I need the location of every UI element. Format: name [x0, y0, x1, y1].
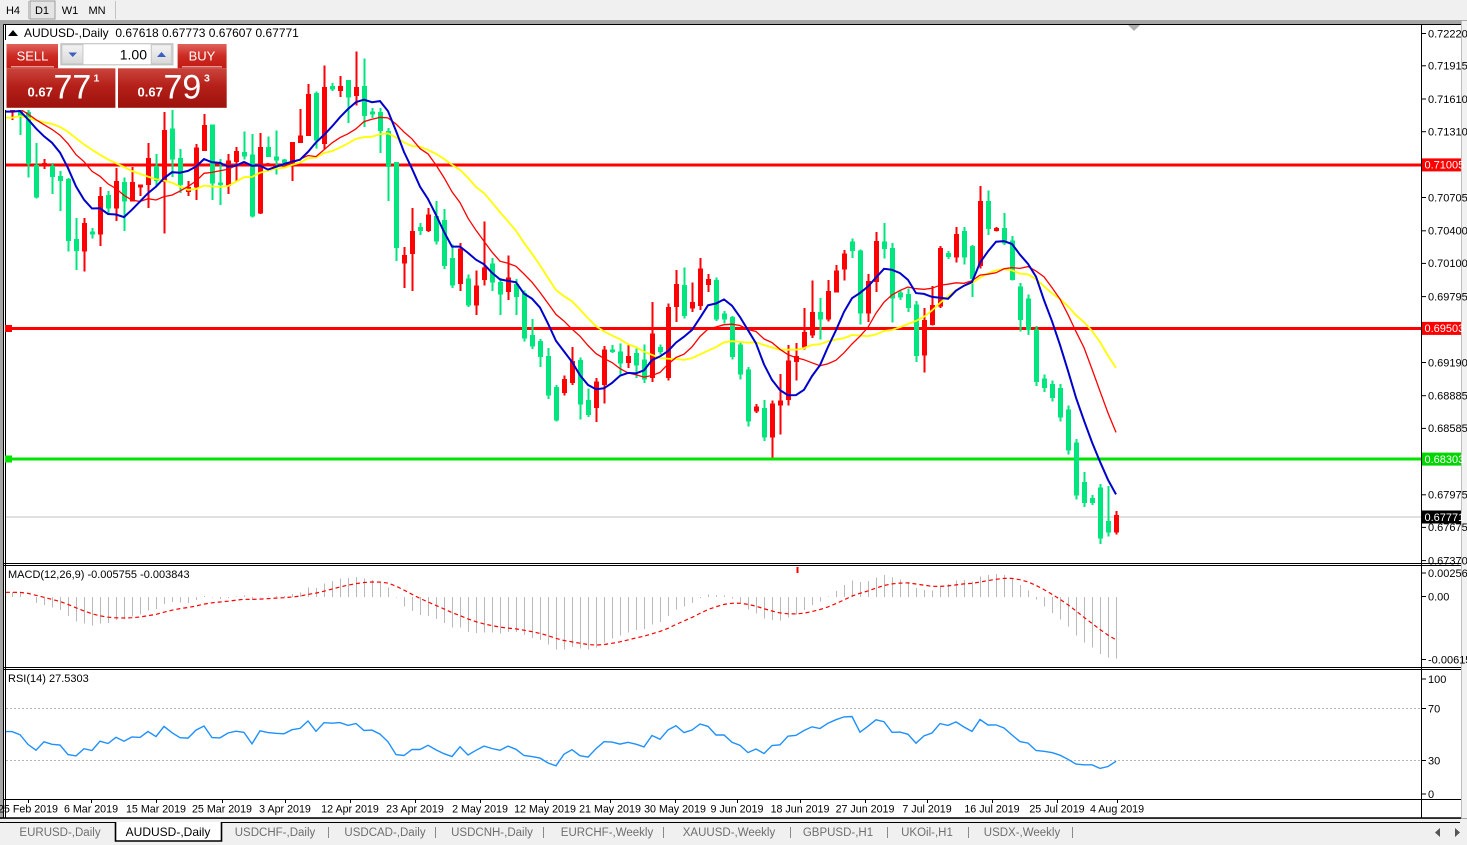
- svg-text:100: 100: [1428, 674, 1446, 686]
- svg-text:0.70705: 0.70705: [1428, 192, 1467, 204]
- svg-text:0.67771: 0.67771: [1425, 512, 1465, 524]
- svg-text:79: 79: [164, 69, 202, 107]
- svg-text:0.68885: 0.68885: [1428, 391, 1467, 403]
- svg-text:1: 1: [94, 73, 100, 85]
- svg-text:0.70400: 0.70400: [1428, 226, 1467, 238]
- svg-text:0.67: 0.67: [28, 85, 53, 100]
- svg-text:0.71915: 0.71915: [1428, 61, 1467, 73]
- svg-text:AUDUSD-,Daily: AUDUSD-,Daily: [126, 825, 211, 839]
- svg-text:27 Jun 2019: 27 Jun 2019: [836, 804, 895, 816]
- svg-text:25 Mar 2019: 25 Mar 2019: [192, 804, 252, 816]
- svg-text:H4: H4: [6, 5, 20, 17]
- svg-text:70: 70: [1428, 703, 1440, 715]
- svg-text:9 Jun 2019: 9 Jun 2019: [711, 804, 764, 816]
- svg-text:USDCHF-,Daily: USDCHF-,Daily: [235, 827, 316, 839]
- svg-text:12 May 2019: 12 May 2019: [514, 804, 576, 816]
- svg-text:UKOil-,H1: UKOil-,H1: [901, 827, 953, 839]
- svg-text:23 Apr 2019: 23 Apr 2019: [386, 804, 444, 816]
- svg-text:BUY: BUY: [189, 49, 216, 64]
- svg-text:77: 77: [54, 69, 92, 107]
- svg-text:USDCAD-,Daily: USDCAD-,Daily: [344, 827, 425, 839]
- svg-text:D1: D1: [35, 5, 49, 17]
- svg-text:AUDUSD-,Daily 0.67618 0.67773: AUDUSD-,Daily 0.67618 0.67773 0.67607 0.…: [24, 26, 299, 40]
- svg-text:EURUSD-,Daily: EURUSD-,Daily: [19, 827, 100, 839]
- svg-text:0.71005: 0.71005: [1425, 160, 1465, 172]
- svg-text:RSI(14) 27.5303: RSI(14) 27.5303: [8, 673, 89, 685]
- svg-text:21 May 2019: 21 May 2019: [579, 804, 641, 816]
- svg-text:1.00: 1.00: [120, 47, 147, 63]
- svg-text:0.69190: 0.69190: [1428, 357, 1467, 369]
- svg-text:MACD(12,26,9) -0.005755 -0.003: MACD(12,26,9) -0.005755 -0.003843: [8, 569, 190, 581]
- svg-text:30: 30: [1428, 755, 1440, 767]
- svg-text:12 Apr 2019: 12 Apr 2019: [321, 804, 379, 816]
- svg-text:0: 0: [1428, 789, 1434, 801]
- svg-text:0.71610: 0.71610: [1428, 94, 1467, 106]
- svg-text:0.00: 0.00: [1428, 591, 1449, 603]
- svg-text:SELL: SELL: [17, 49, 49, 64]
- svg-text:3 Apr 2019: 3 Apr 2019: [259, 804, 311, 816]
- svg-text:0.67675: 0.67675: [1428, 522, 1467, 534]
- svg-text:EURCHF-,Weekly: EURCHF-,Weekly: [561, 827, 654, 839]
- svg-text:0.002566: 0.002566: [1428, 568, 1467, 580]
- svg-text:3: 3: [204, 73, 210, 85]
- svg-text:XAUUSD-,Weekly: XAUUSD-,Weekly: [683, 827, 776, 839]
- svg-text:GBPUSD-,H1: GBPUSD-,H1: [803, 827, 873, 839]
- svg-text:7 Jul 2019: 7 Jul 2019: [902, 804, 951, 816]
- svg-text:0.69795: 0.69795: [1428, 291, 1467, 303]
- svg-text:0.71310: 0.71310: [1428, 127, 1467, 139]
- svg-text:0.67: 0.67: [138, 85, 163, 100]
- svg-text:USDCNH-,Daily: USDCNH-,Daily: [451, 827, 533, 839]
- svg-text:0.70100: 0.70100: [1428, 258, 1467, 270]
- svg-text:25 Feb 2019: 25 Feb 2019: [0, 804, 58, 816]
- svg-text:0.68303: 0.68303: [1425, 454, 1465, 466]
- svg-text:30 May 2019: 30 May 2019: [644, 804, 706, 816]
- svg-text:0.67975: 0.67975: [1428, 490, 1467, 502]
- svg-text:W1: W1: [62, 5, 79, 17]
- svg-text:0.67370: 0.67370: [1428, 555, 1467, 567]
- svg-text:6 Mar 2019: 6 Mar 2019: [64, 804, 118, 816]
- svg-text:2 May 2019: 2 May 2019: [452, 804, 508, 816]
- svg-text:0.68585: 0.68585: [1428, 423, 1467, 435]
- svg-text:0.69503: 0.69503: [1425, 323, 1465, 335]
- svg-text:4 Aug 2019: 4 Aug 2019: [1090, 804, 1144, 816]
- svg-text:0.72220: 0.72220: [1428, 28, 1467, 40]
- svg-text:25 Jul 2019: 25 Jul 2019: [1029, 804, 1084, 816]
- svg-text:18 Jun 2019: 18 Jun 2019: [771, 804, 830, 816]
- svg-text:15 Mar 2019: 15 Mar 2019: [126, 804, 186, 816]
- svg-text:-0.006151: -0.006151: [1428, 654, 1467, 666]
- svg-text:USDX-,Weekly: USDX-,Weekly: [984, 827, 1061, 839]
- svg-text:MN: MN: [88, 5, 105, 17]
- svg-text:16 Jul 2019: 16 Jul 2019: [964, 804, 1019, 816]
